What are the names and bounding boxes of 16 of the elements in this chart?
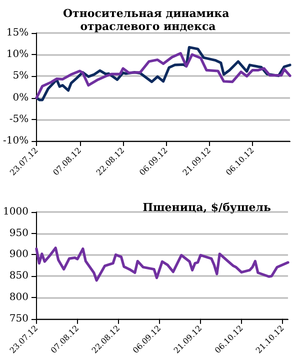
y-tick-label: 900 — [9, 249, 28, 260]
y-tick-label: 850 — [9, 270, 28, 282]
chart-title: Пшеница, $/бушель — [142, 201, 272, 214]
y-tick-label: 950 — [9, 228, 28, 239]
y-tick-label: 0% — [12, 92, 29, 104]
y-tick-label: -10% — [2, 136, 29, 146]
y-tick-label: -5% — [9, 114, 29, 125]
line-series — [35, 246, 290, 282]
y-tick-label: 750 — [9, 313, 28, 324]
y-tick-label: 15% — [6, 28, 29, 38]
chart-title: Относительная динамика отраслевого индекса — [62, 7, 234, 33]
y-tick-label: 800 — [9, 292, 28, 303]
y-tick-label: 5% — [12, 70, 29, 82]
y-tick-label: 10% — [6, 49, 29, 60]
line-series — [35, 52, 292, 100]
y-tick-label: 1000 — [2, 206, 28, 218]
